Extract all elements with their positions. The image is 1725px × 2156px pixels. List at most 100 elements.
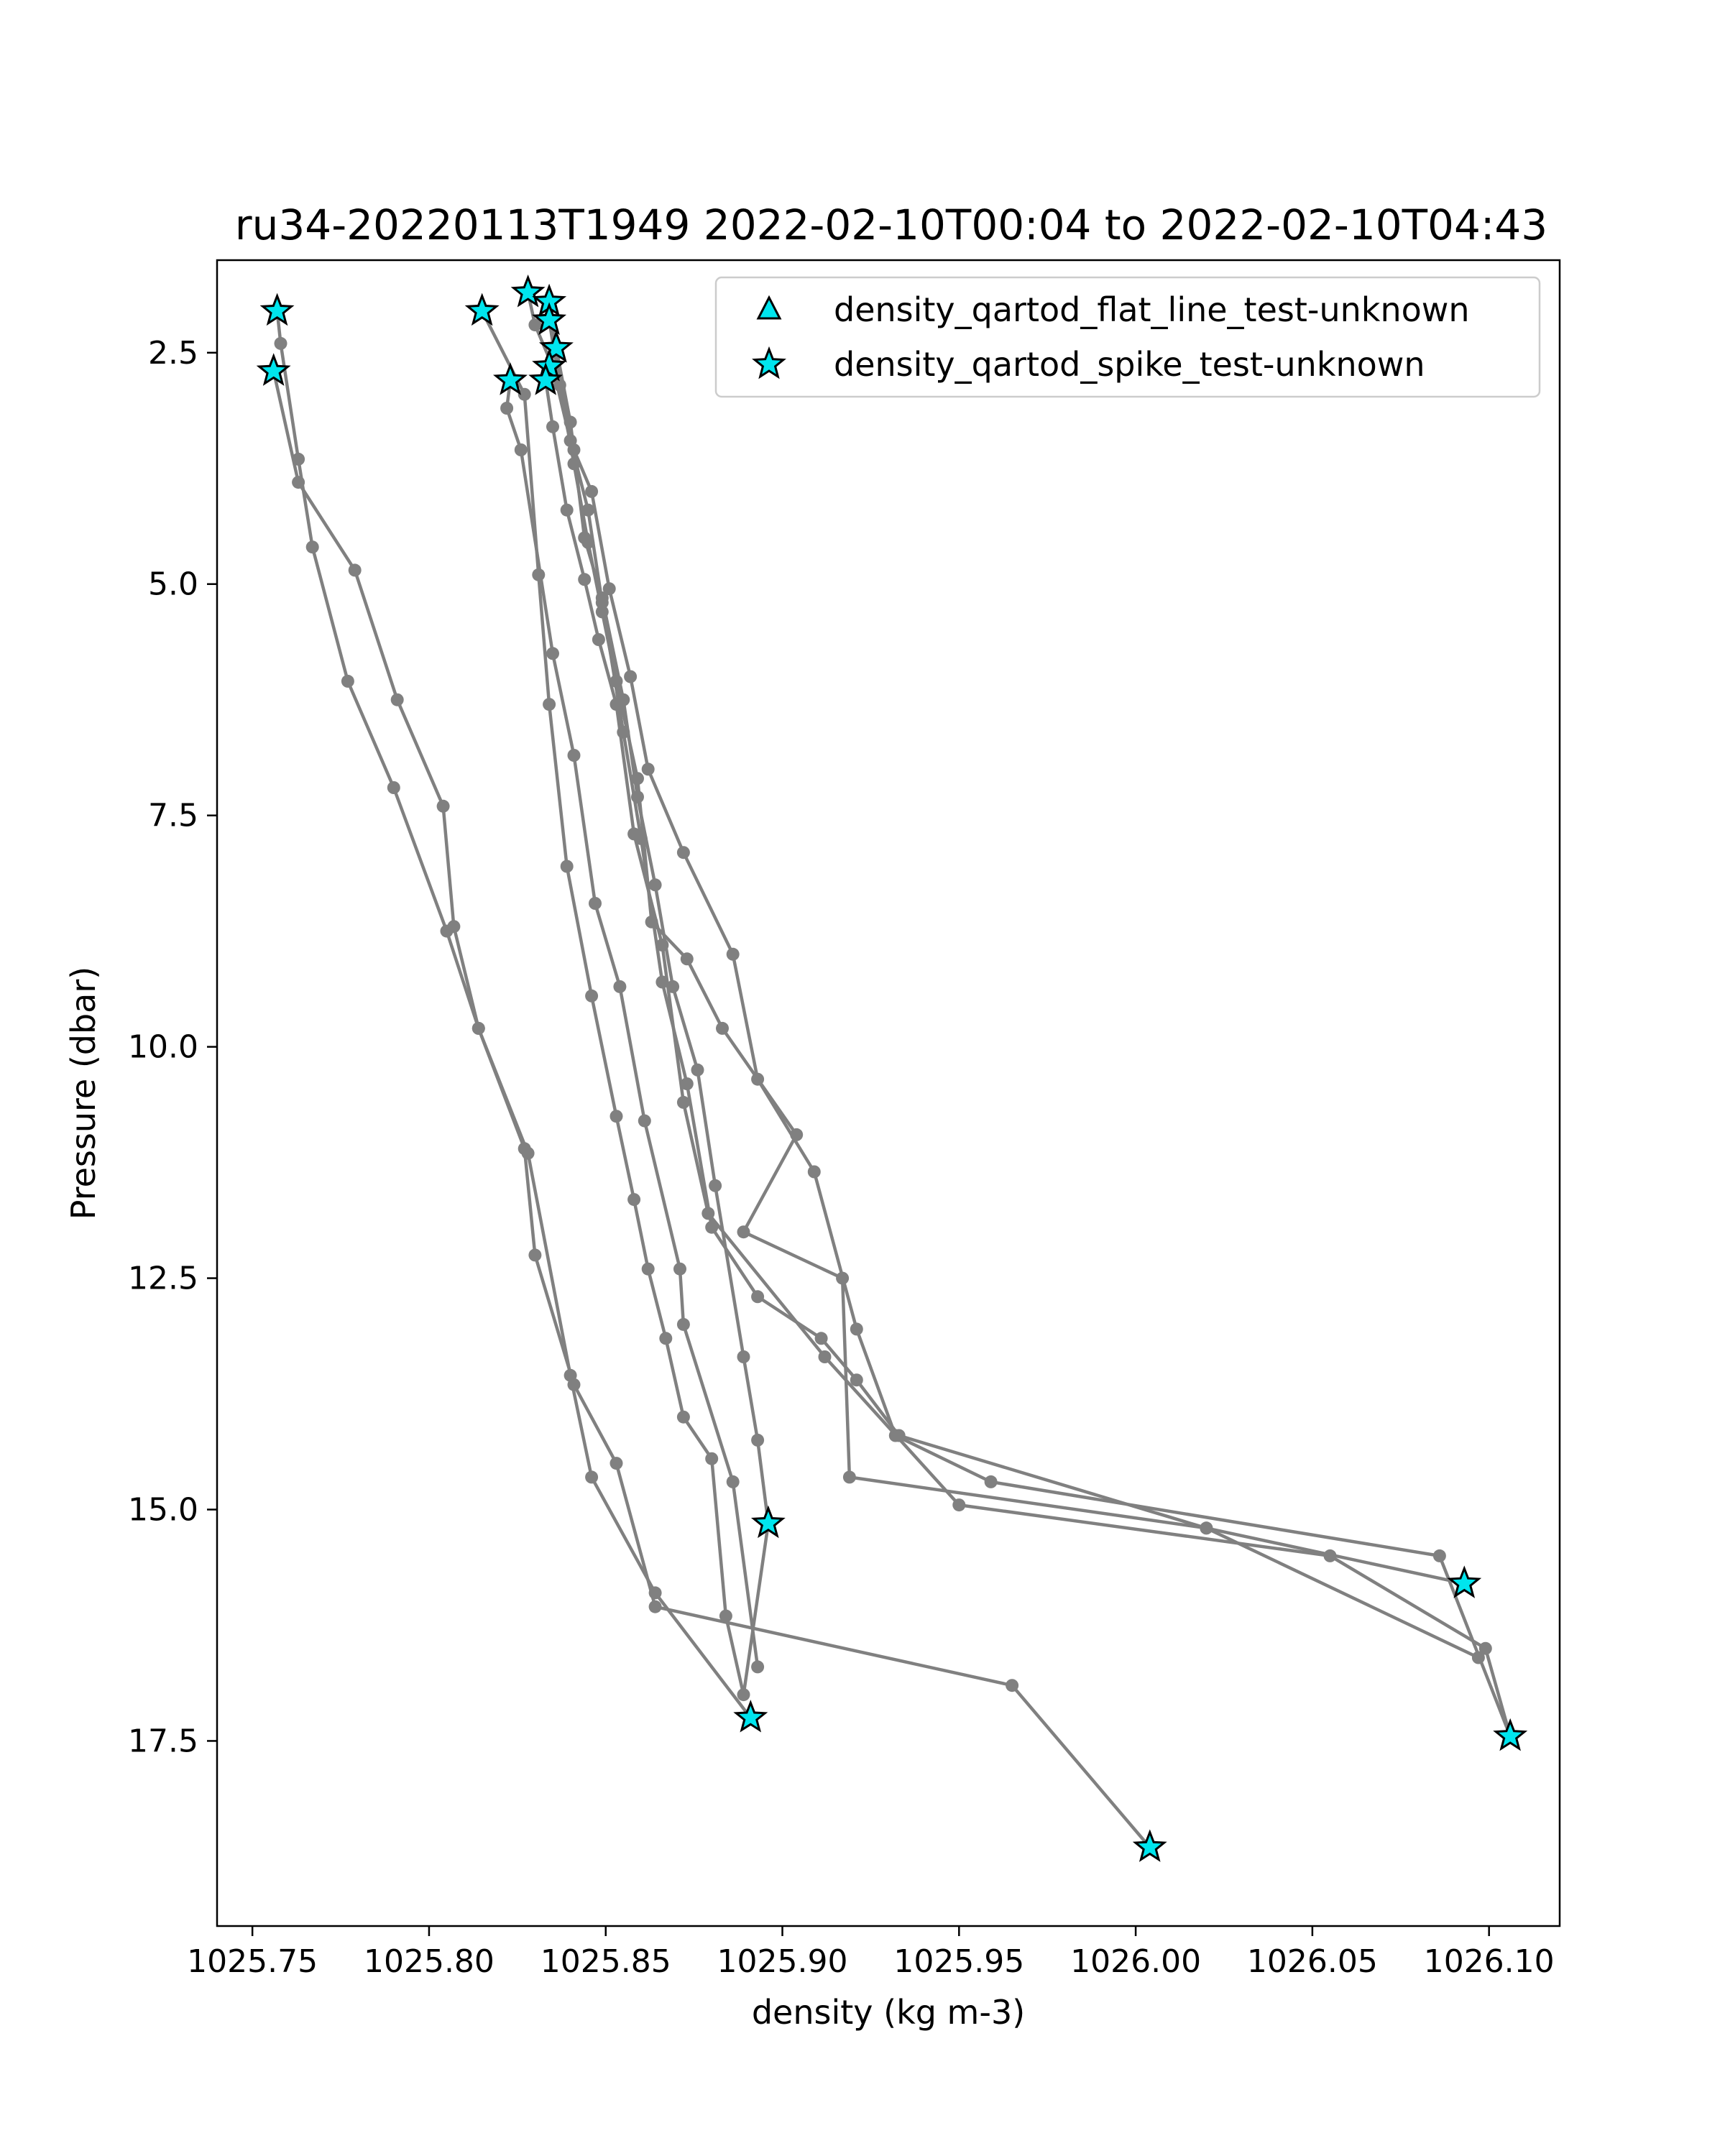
profile-point — [641, 763, 655, 776]
profile-point — [1323, 1549, 1337, 1562]
profile-point — [726, 1475, 740, 1488]
profile-point — [567, 1378, 581, 1391]
profile-point — [613, 980, 627, 993]
profile-point — [676, 1410, 690, 1424]
profile-point — [737, 1225, 750, 1239]
y-axis: 2.5 5.0 7.5 10.0 12.5 15.0 17.5 — [128, 335, 217, 1759]
profile-point — [814, 1332, 828, 1345]
spike-flag-marker — [1493, 1718, 1528, 1751]
profile-point — [436, 799, 450, 813]
profile-point — [472, 1021, 485, 1035]
profile-point — [751, 1433, 765, 1447]
spike-flag-marker — [256, 353, 291, 386]
profile-point — [543, 698, 556, 711]
profile-point — [585, 989, 599, 1003]
profile-point — [818, 1350, 832, 1363]
legend-label: density_qartod_flat_line_test-unknown — [834, 290, 1470, 329]
y-tick-label: 10.0 — [128, 1029, 198, 1066]
profile-point — [656, 975, 669, 989]
profile-point — [518, 387, 531, 401]
legend-triangle-icon — [756, 295, 782, 320]
marker-layer — [256, 274, 1528, 1862]
profile-point — [567, 749, 581, 762]
profile-point — [641, 1262, 655, 1276]
profile-point — [305, 540, 319, 554]
profile-point — [390, 693, 404, 706]
x-axis-label: density (kg m-3) — [752, 1993, 1025, 2032]
profile-point — [348, 563, 362, 577]
profile-point — [578, 531, 592, 545]
profile-point — [751, 1290, 765, 1304]
y-tick-label: 15.0 — [128, 1492, 198, 1529]
chart-title: ru34-20220113T1949 2022-02-10T00:04 to 2… — [235, 201, 1547, 249]
profile-point — [709, 1179, 722, 1192]
profile-point — [705, 1452, 719, 1465]
x-tick-label: 1026.00 — [1070, 1943, 1201, 1980]
profile-line-4 — [505, 380, 760, 1667]
profile-point — [666, 980, 680, 993]
profile-point — [638, 1114, 651, 1128]
profile-point — [673, 1262, 686, 1276]
profile-point — [627, 1193, 641, 1207]
spike-flag-marker — [733, 1700, 768, 1733]
profile-point — [578, 573, 592, 586]
profile-point — [691, 1063, 704, 1077]
profile-point — [1432, 1549, 1446, 1562]
profile-point — [589, 897, 602, 910]
y-tick-label: 12.5 — [128, 1261, 198, 1297]
x-tick-label: 1025.95 — [893, 1943, 1024, 1980]
spike-flag-marker — [528, 362, 564, 395]
spike-flag-marker — [538, 330, 574, 363]
profile-point — [984, 1475, 998, 1488]
profile-point — [528, 318, 542, 332]
profile-point — [564, 434, 577, 448]
profile-point — [518, 1142, 531, 1156]
profile-point — [726, 947, 740, 961]
profile-point — [737, 1688, 750, 1702]
profile-point — [341, 674, 354, 688]
x-tick-label: 1026.10 — [1424, 1943, 1555, 1980]
profile-point — [560, 860, 574, 873]
profile-point — [592, 633, 605, 646]
profile-point — [1478, 1641, 1492, 1655]
y-tick-label: 17.5 — [128, 1723, 198, 1759]
x-tick-label: 1025.90 — [717, 1943, 848, 1980]
spike-flag-marker — [532, 302, 567, 336]
x-tick-label: 1025.75 — [187, 1943, 318, 1980]
y-tick-label: 5.0 — [148, 566, 198, 603]
profile-line-6 — [547, 301, 1512, 1737]
y-axis-label: Pressure (dbar) — [64, 967, 103, 1220]
profile-point — [610, 1110, 623, 1123]
profile-point — [560, 503, 574, 517]
legend: density_qartod_flat_line_test-unknownden… — [714, 276, 1541, 398]
profile-point — [648, 878, 662, 892]
legend-box — [714, 276, 1541, 398]
spike-flag-marker — [1447, 1565, 1482, 1598]
x-axis: 1025.75 1025.80 1025.85 1025.90 1025.95 1026.… — [187, 1926, 1555, 1980]
legend-entries: density_qartod_flat_line_test-unknownden… — [752, 290, 1470, 384]
profile-point — [850, 1373, 863, 1387]
profile-point — [595, 596, 609, 609]
profile-point — [447, 920, 461, 934]
profile-point — [850, 1322, 863, 1336]
profile-point — [892, 1429, 906, 1442]
profile-point — [676, 846, 690, 860]
profile-point — [602, 582, 616, 596]
spike-flag-marker — [750, 1505, 786, 1539]
y-tick-label: 7.5 — [148, 798, 198, 834]
profile-point — [546, 647, 559, 660]
profile-point — [610, 1457, 623, 1470]
profile-point — [648, 1600, 662, 1613]
profile-point — [676, 1095, 690, 1109]
profile-point — [716, 1021, 729, 1035]
y-tick-label: 2.5 — [148, 335, 198, 372]
profile-point — [581, 503, 595, 517]
profile-point — [387, 781, 400, 794]
plot-area — [216, 259, 1561, 1927]
profile-point — [274, 336, 288, 350]
x-tick-label: 1025.80 — [364, 1943, 494, 1980]
x-tick-label: 1025.85 — [540, 1943, 671, 1980]
profile-point — [705, 1220, 719, 1234]
x-tick-label: 1026.05 — [1247, 1943, 1378, 1980]
